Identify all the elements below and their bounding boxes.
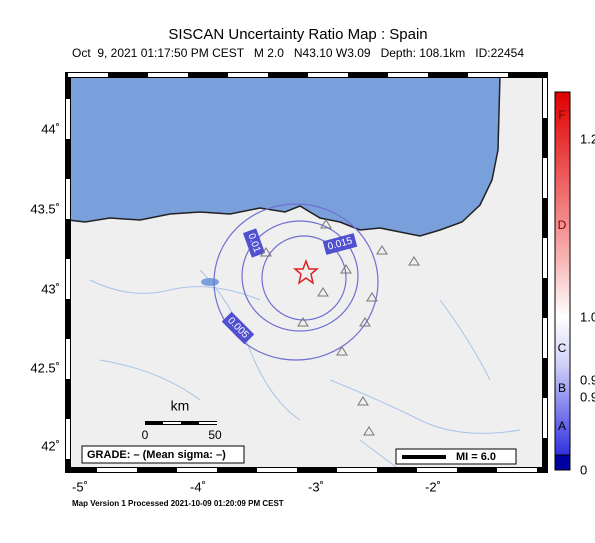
sea [68, 75, 501, 237]
lon-label: -5˚ [72, 479, 88, 494]
lat-label: 43.5˚ [30, 201, 60, 216]
footer: Map Version 1 Processed 2021-10-09 01:20… [72, 499, 284, 508]
stations [260, 219, 420, 436]
colorbar-letter: F [558, 108, 565, 122]
mi-box [395, 448, 517, 465]
colorbar-letter: A [558, 419, 566, 433]
lon-label: -2˚ [425, 479, 441, 494]
lon-label: -4˚ [190, 479, 206, 494]
rivers [89, 269, 521, 470]
frame-ticks [66, 73, 547, 472]
lat-label: 42.5˚ [30, 360, 60, 375]
scale-bar: km 0 50 [142, 398, 222, 442]
grade-text: GRADE: – (Mean sigma: –) [87, 449, 226, 461]
mi-text: MI = 6.0 [456, 451, 496, 463]
colorbar-letter: B [558, 381, 566, 395]
scale-unit: km [171, 398, 190, 414]
lat-label: 42˚ [41, 438, 60, 453]
colorbar-letter: D [558, 218, 567, 232]
contour-label: 0.015 [322, 233, 358, 255]
contour-label: 0.01 [242, 228, 266, 258]
colorbar: F D C B A 1.2 1.0 0.9 0.9 0 [554, 91, 595, 477]
lat-label: 43˚ [41, 281, 60, 296]
colorbar-value: 0.9 [580, 389, 595, 404]
colorbar-min [554, 454, 571, 471]
subtitle: Oct 9, 2021 01:17:50 PM CEST M 2.0 N43.1… [72, 46, 524, 60]
map-area: 0.01 0.015 0.005 km 0 50 GRADE: – (Mean … [68, 75, 545, 470]
title: SISCAN Uncertainty Ratio Map : Spain [168, 26, 427, 43]
lake [201, 278, 219, 286]
colorbar-value: 0 [580, 462, 587, 477]
mi-line [402, 455, 446, 459]
epicenter [292, 258, 320, 285]
colorbar-letter: C [558, 341, 567, 355]
lat-label: 44˚ [41, 121, 60, 136]
colorbar-value: 1.0 [580, 309, 595, 324]
grade-box [81, 445, 245, 464]
scale-tick: 50 [208, 428, 222, 442]
colorbar-gradient [554, 91, 571, 456]
lon-label: -3˚ [308, 479, 324, 494]
colorbar-value: 1.2 [580, 131, 595, 146]
scale-tick: 0 [142, 428, 149, 442]
colorbar-value: 0.9 [580, 372, 595, 387]
